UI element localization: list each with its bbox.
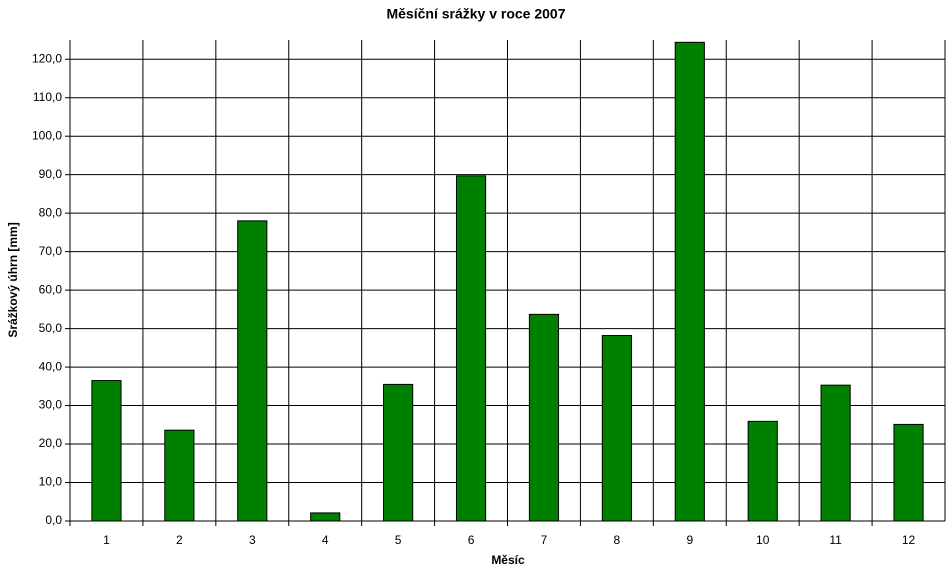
x-tick-label: 6 [468, 533, 475, 547]
x-tick-label: 2 [176, 533, 183, 547]
y-tick-label: 120,0 [32, 51, 62, 65]
y-tick-label: 0,0 [45, 513, 62, 527]
y-tick-label: 100,0 [32, 128, 62, 142]
x-tick-label: 11 [829, 533, 842, 547]
x-tick-label: 5 [395, 533, 402, 547]
x-axis-label: Měsíc [491, 553, 525, 567]
bar [237, 220, 268, 522]
x-tick-label: 3 [249, 533, 256, 547]
bar [893, 423, 924, 522]
y-axis-label: Srážkový úhrn [mm] [6, 222, 20, 337]
bar [164, 429, 195, 522]
chart-title: Měsíční srážky v roce 2007 [386, 6, 565, 22]
y-tick-label: 60,0 [39, 282, 63, 296]
x-tick-label: 4 [322, 533, 329, 547]
x-tick-label: 1 [103, 533, 110, 547]
bar [601, 335, 632, 522]
x-tick-label: 10 [756, 533, 770, 547]
y-tick-label: 50,0 [39, 321, 63, 335]
bar [674, 41, 705, 522]
bar [528, 313, 560, 522]
y-tick-label: 70,0 [39, 244, 63, 258]
bar [383, 383, 414, 522]
y-tick-label: 40,0 [39, 359, 63, 373]
x-tick-label: 7 [541, 533, 548, 547]
y-tick-label: 110,0 [33, 90, 62, 104]
x-tick-label: 12 [902, 533, 916, 547]
y-tick-label: 20,0 [39, 436, 63, 450]
x-tick-label: 9 [686, 533, 693, 547]
bar [455, 175, 487, 522]
y-tick-label: 80,0 [39, 205, 63, 219]
y-tick-label: 10,0 [39, 475, 63, 489]
y-tick-label: 90,0 [39, 167, 63, 181]
x-tick-label: 8 [614, 533, 621, 547]
bar [91, 380, 122, 522]
y-tick-label: 30,0 [39, 398, 63, 412]
bar [310, 512, 341, 522]
bar [747, 420, 778, 522]
bar [820, 384, 851, 522]
